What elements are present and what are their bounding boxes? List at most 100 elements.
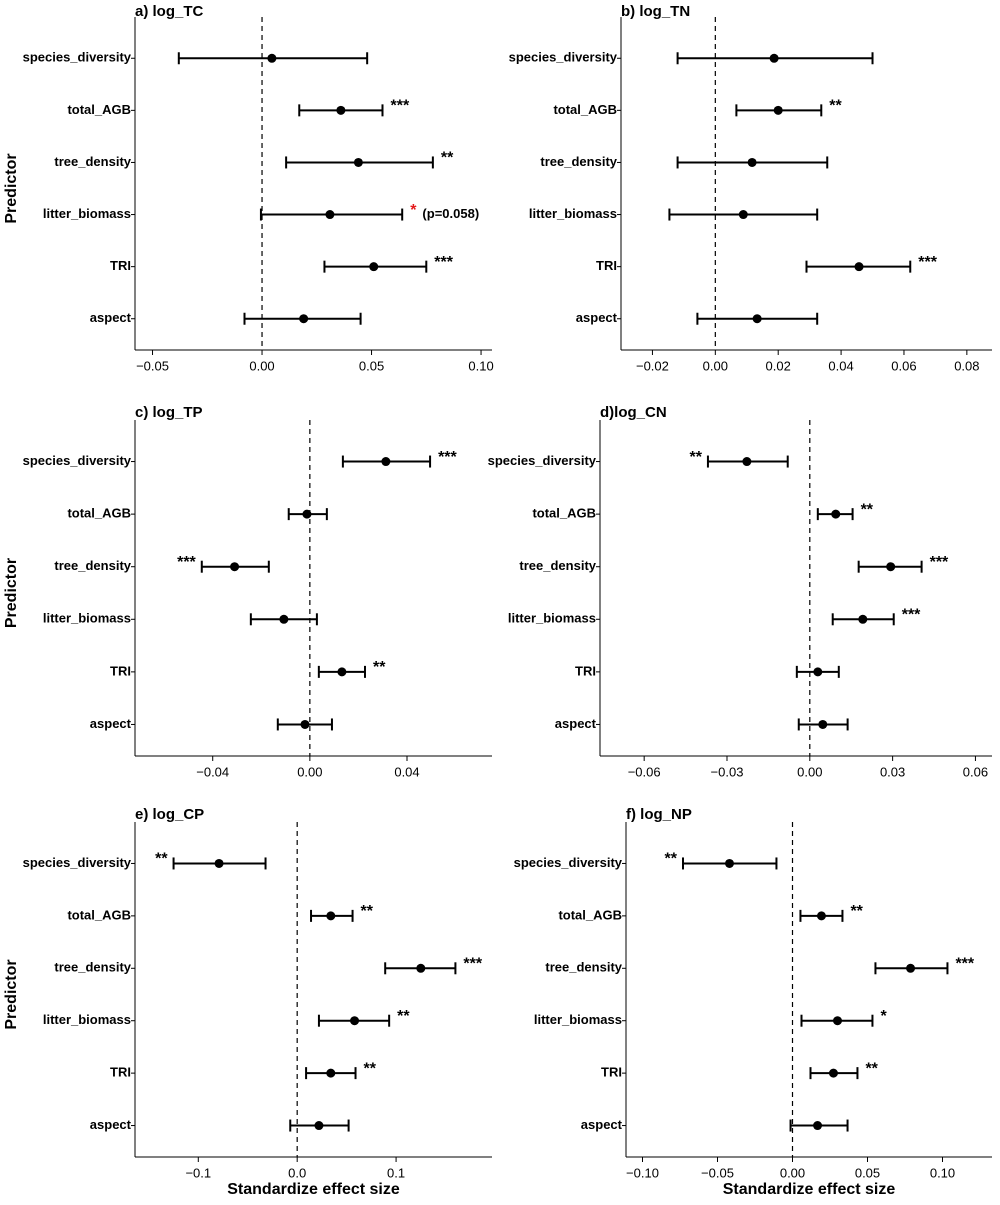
y-tick-label: species_diversity [23, 855, 132, 870]
y-tick-label: tree_density [519, 558, 596, 573]
estimate-point [738, 210, 748, 220]
estimate-point [858, 614, 868, 624]
significance-label: *** [955, 956, 974, 973]
y-tick-label: species_diversity [23, 50, 132, 65]
significance-label: ** [373, 659, 386, 676]
estimate-point [742, 457, 752, 467]
y-tick-label: tree_density [54, 558, 131, 573]
significance-label: ** [865, 1060, 878, 1077]
y-tick-label: tree_density [540, 154, 617, 169]
x-tick-label: 0.02 [766, 358, 791, 373]
estimate-point [828, 1068, 838, 1078]
x-tick-label: 0.00 [249, 358, 274, 373]
y-axis-title: Predictor [3, 959, 20, 1029]
estimate-point [267, 53, 277, 63]
significance-label: *** [434, 254, 453, 271]
x-tick-label: −0.05 [701, 1165, 734, 1180]
x-tick-label: 0.1 [387, 1165, 405, 1180]
estimate-point [416, 963, 426, 973]
significance-label: * [410, 202, 417, 219]
significance-label: *** [918, 254, 937, 271]
y-tick-label: total_AGB [553, 102, 617, 117]
significance-label: ** [665, 851, 678, 868]
estimate-point [302, 509, 312, 519]
estimate-point [813, 1121, 823, 1131]
x-tick-label: 0.05 [359, 358, 384, 373]
estimate-point [906, 963, 916, 973]
y-tick-label: total_AGB [532, 506, 596, 521]
estimate-point [325, 210, 335, 220]
significance-label: *** [463, 956, 482, 973]
significance-label: ** [850, 903, 863, 920]
significance-label: ** [689, 449, 702, 466]
estimate-point [326, 911, 336, 921]
estimate-point [381, 457, 391, 467]
y-tick-label: litter_biomass [534, 1012, 622, 1027]
x-axis-title: Standardize effect size [227, 1181, 400, 1198]
y-axis-title: Predictor [3, 153, 20, 223]
y-tick-label: aspect [581, 1117, 623, 1132]
panel-title: e) log_CP [135, 806, 204, 823]
significance-label: ** [155, 851, 168, 868]
x-axis-title: Standardize effect size [723, 1181, 896, 1198]
estimate-point [886, 562, 896, 572]
x-tick-label: 0.00 [797, 764, 822, 779]
x-tick-label: 0.00 [780, 1165, 805, 1180]
y-tick-label: TRI [110, 258, 131, 273]
estimate-point [369, 262, 379, 272]
panel-title: b) log_TN [621, 3, 690, 20]
panel-title: f) log_NP [626, 806, 692, 823]
x-tick-label: 0.04 [394, 764, 419, 779]
estimate-point [337, 667, 347, 677]
y-tick-label: litter_biomass [529, 206, 617, 221]
panel-title: a) log_TC [135, 3, 204, 20]
estimate-point [816, 911, 826, 921]
significance-label: *** [438, 449, 457, 466]
x-tick-label: 0.06 [963, 764, 988, 779]
significance-label: *** [177, 554, 196, 571]
estimate-point [300, 719, 310, 729]
estimate-point [230, 562, 240, 572]
y-tick-label: aspect [90, 1117, 132, 1132]
estimate-point [769, 53, 779, 63]
significance-label: *** [930, 554, 949, 571]
x-tick-label: −0.04 [196, 764, 229, 779]
estimate-point [214, 858, 224, 868]
x-tick-label: 0.00 [703, 358, 728, 373]
y-tick-label: aspect [90, 716, 132, 731]
y-axis-title: Predictor [3, 558, 20, 628]
y-tick-label: tree_density [54, 960, 131, 975]
y-tick-label: species_diversity [509, 50, 618, 65]
y-tick-label: aspect [555, 716, 597, 731]
significance-label: *** [390, 98, 409, 115]
significance-label: ** [361, 903, 374, 920]
x-tick-label: −0.06 [628, 764, 661, 779]
x-tick-label: −0.02 [636, 358, 669, 373]
y-tick-label: total_AGB [67, 907, 131, 922]
x-tick-label: −0.10 [626, 1165, 659, 1180]
y-tick-label: aspect [576, 310, 618, 325]
y-tick-label: TRI [110, 663, 131, 678]
y-tick-label: total_AGB [558, 907, 622, 922]
estimate-point [747, 157, 757, 167]
estimate-point [350, 1016, 360, 1026]
panel-title: c) log_TP [135, 404, 203, 421]
estimate-point [773, 105, 783, 115]
x-tick-label: 0.0 [288, 1165, 306, 1180]
x-tick-label: −0.05 [136, 358, 169, 373]
y-tick-label: litter_biomass [508, 611, 596, 626]
x-tick-label: 0.10 [468, 358, 493, 373]
estimate-point [752, 314, 762, 324]
y-tick-label: tree_density [54, 154, 131, 169]
y-tick-label: species_diversity [514, 855, 623, 870]
y-tick-label: species_diversity [488, 453, 597, 468]
estimate-point [813, 667, 823, 677]
estimate-point [314, 1121, 324, 1131]
estimate-point [833, 1016, 842, 1026]
estimate-point [279, 614, 289, 624]
estimate-point [299, 314, 309, 324]
significance-label: ** [397, 1008, 410, 1025]
estimate-point [353, 157, 363, 167]
estimate-point [326, 1068, 336, 1078]
